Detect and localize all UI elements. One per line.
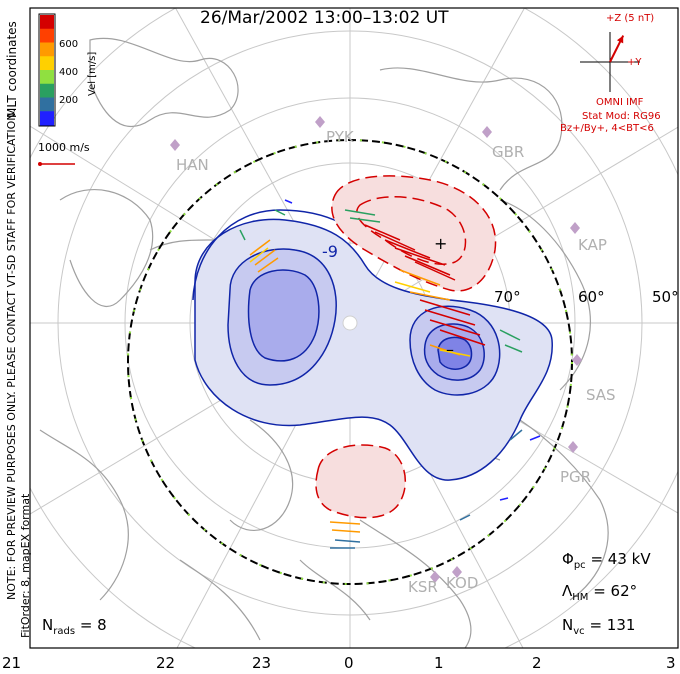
colorbar-swatch [40, 97, 54, 112]
imf-source: OMNI IMF [596, 97, 644, 108]
colorbar-label: Vel [m/s] [87, 51, 98, 96]
lat-label-70: 70° [494, 288, 521, 306]
lat-label-50: 50° [652, 288, 679, 306]
imf-y-label: +Y [627, 57, 642, 68]
coordinate-system-label: MLT coordinates [5, 21, 19, 118]
imf-condition: Bz+/By+, 4<BT<6 [560, 123, 654, 134]
mlt-label-3: 3 [666, 654, 676, 672]
potential-max-marker: + [434, 234, 448, 253]
site-label-sas: SAS [586, 386, 616, 404]
potential-min-marker: – [446, 340, 454, 359]
colorbar-swatch [40, 42, 54, 57]
positive-potential-cell-dayside [331, 175, 497, 292]
lat-label-60: 60° [578, 288, 605, 306]
velocity-colorbar [38, 13, 56, 127]
mlt-label-21: 21 [2, 654, 22, 672]
map-title: 26/Mar/2002 13:00–13:02 UT [200, 8, 449, 28]
imf-z-label: +Z (5 nT) [606, 13, 655, 24]
negative-potential-cell [192, 209, 553, 481]
colorbar-tick-400: 400 [59, 67, 79, 78]
imf-clock-dial [580, 32, 640, 92]
colorbar-swatch [40, 83, 54, 98]
mlt-label-23: 23 [252, 654, 272, 672]
fit-order-label: FitOrder: 8, mapEX format [19, 493, 32, 638]
site-label-gbr: GBR [492, 143, 525, 161]
cross-polar-potential: Φpc = 43 kV [562, 550, 651, 571]
hm-boundary-latitude: ΛHM = 62° [562, 582, 638, 603]
site-markers [170, 116, 582, 583]
site-label-ksr: KSR [408, 578, 438, 596]
colorbar-tick-200: 200 [59, 95, 79, 106]
boundary-vector-dots [127, 139, 573, 585]
scale-vector-label: 1000 m/s [38, 141, 90, 154]
colorbar-swatch [40, 111, 54, 126]
site-label-han: HAN [176, 156, 209, 174]
mlt-label-2: 2 [532, 654, 542, 672]
site-label-kod: KOD [446, 574, 479, 592]
site-label-pyk: PYK [326, 128, 354, 146]
mlt-label-0: 0 [344, 654, 354, 672]
positive-potential-cell-nightside [315, 444, 407, 519]
colorbar-swatch [40, 56, 54, 71]
site-label-kap: KAP [578, 236, 607, 254]
colorbar-tick-600: 600 [59, 39, 79, 50]
colorbar-swatch [40, 15, 54, 30]
colorbar-swatch [40, 28, 54, 43]
velocity-vectors [239, 199, 541, 549]
negative-potential-label: -9 [322, 242, 338, 261]
radar-count: Nrads = 8 [42, 616, 107, 637]
colorbar-swatch [40, 70, 54, 85]
preview-notice: NOTE: FOR PREVIEW PURPOSES ONLY. PLEASE … [5, 108, 18, 600]
vector-count: Nvc = 131 [562, 616, 636, 637]
mlt-label-22: 22 [156, 654, 176, 672]
mlt-label-1: 1 [434, 654, 444, 672]
stat-model-label: Stat Mod: RG96 [582, 111, 661, 122]
site-label-pgr: PGR [560, 468, 592, 486]
plot-frame [29, 7, 679, 649]
magnetic-pole-marker [342, 315, 358, 331]
